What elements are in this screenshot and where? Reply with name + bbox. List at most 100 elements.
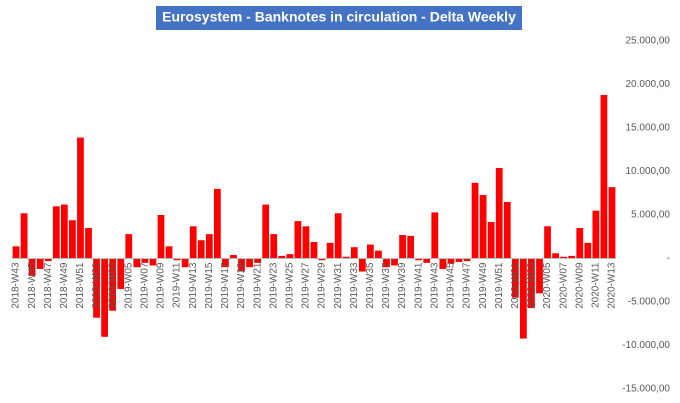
bar (52, 206, 60, 259)
x-tick-label: 2019-W21 (252, 262, 263, 309)
x-tick-label: 2019-W13 (188, 262, 199, 309)
x-tick-label: 2019-W35 (365, 262, 376, 309)
x-tick-label: 2019-W11 (172, 262, 183, 308)
chart-title: Eurosystem - Banknotes in circulation - … (162, 9, 516, 25)
bar (463, 258, 471, 262)
x-tick-label: 2018-W43 (11, 262, 22, 309)
bar (101, 258, 108, 337)
x-tick-label: 2020-W05 (542, 262, 553, 309)
bar (205, 234, 213, 259)
x-tick-label: 2019-W47 (462, 262, 473, 309)
bar (431, 212, 439, 259)
bar (262, 204, 270, 259)
bar (294, 221, 302, 259)
bar (302, 226, 310, 259)
bar (366, 244, 374, 259)
bar (230, 255, 237, 259)
bar (503, 201, 511, 259)
title-box (156, 6, 522, 30)
bar (246, 258, 253, 268)
bar (85, 228, 92, 259)
x-tick-label: 2020-W11 (591, 262, 602, 308)
bar (12, 246, 20, 259)
x-tick-label: 2019-W43 (429, 262, 440, 309)
bar (568, 255, 576, 259)
bar (391, 258, 398, 266)
bar (165, 246, 173, 259)
bar (213, 188, 221, 259)
bar (173, 258, 181, 261)
bar (117, 258, 125, 289)
bar (487, 221, 495, 259)
bar (552, 253, 559, 259)
bar (69, 220, 76, 259)
x-tick-label: 2019-W05 (123, 262, 134, 309)
x-tick-label: 2019-W27 (301, 262, 312, 309)
bar (358, 258, 366, 272)
y-tick-label: 5.000,00 (631, 210, 670, 221)
x-tick-label: 2019-W17 (220, 262, 231, 309)
bar (423, 258, 431, 263)
bar (439, 258, 447, 269)
bar (471, 182, 479, 259)
bar (608, 187, 616, 259)
bar (520, 258, 527, 339)
y-tick-label: - (667, 253, 670, 264)
bar (383, 258, 390, 268)
y-tick-label: 25.000,00 (626, 36, 671, 47)
x-tick-label: 2019-W49 (478, 262, 489, 309)
y-tick-label: 10.000,00 (626, 166, 671, 177)
bar (528, 258, 535, 309)
bar (511, 258, 519, 298)
bar (125, 234, 133, 259)
x-tick-label: 2019-W29 (317, 262, 328, 309)
bar (455, 258, 463, 262)
bar (286, 254, 294, 259)
bar (544, 226, 551, 259)
x-tick-label: 2019-W23 (268, 262, 279, 309)
x-tick-label: 2020-W13 (607, 262, 618, 309)
y-tick-label: -5.000,00 (628, 297, 671, 308)
bar (270, 234, 278, 259)
bar (238, 258, 245, 272)
x-tick-label: 2019-W03 (107, 262, 118, 309)
bar (189, 226, 197, 259)
x-tick-label: 2019-W33 (349, 262, 360, 309)
bar (222, 258, 229, 268)
bar (600, 94, 608, 259)
bar (576, 228, 584, 259)
bar (536, 258, 543, 294)
bar (326, 242, 334, 259)
bar (310, 241, 318, 259)
bar (584, 242, 592, 259)
bar (28, 258, 36, 276)
bar (375, 250, 382, 259)
bar (447, 258, 455, 264)
x-tick-label: 2019-W31 (333, 262, 344, 309)
x-tick-label: 2019-W15 (204, 262, 215, 309)
bar (415, 258, 423, 261)
y-tick-label: 15.000,00 (626, 123, 671, 134)
bar (342, 256, 350, 259)
x-tick-label: 2018-W49 (59, 262, 70, 309)
bar (141, 258, 149, 263)
x-tick-label: 2020-W01 (510, 262, 521, 309)
bar (20, 213, 28, 259)
y-tick-label: -10.000,00 (622, 340, 670, 351)
bar (350, 247, 358, 259)
x-tick-label: 2020-W09 (574, 262, 585, 309)
x-tick-label: 2019-W07 (140, 262, 151, 309)
bar (109, 258, 117, 311)
bar (560, 256, 568, 259)
y-tick-label: -15.000,00 (622, 384, 670, 395)
x-tick-label: 2019-W01 (91, 262, 102, 309)
x-tick-label: 2018-W51 (75, 262, 86, 309)
bar (318, 258, 326, 261)
bar (254, 258, 262, 263)
x-tick-label: 2019-W25 (284, 262, 295, 309)
bar (495, 168, 503, 259)
x-tick-label: 2019-W19 (236, 262, 247, 309)
bar (181, 258, 189, 268)
x-tick-label: 2020-W07 (558, 262, 569, 309)
bar (157, 215, 165, 259)
